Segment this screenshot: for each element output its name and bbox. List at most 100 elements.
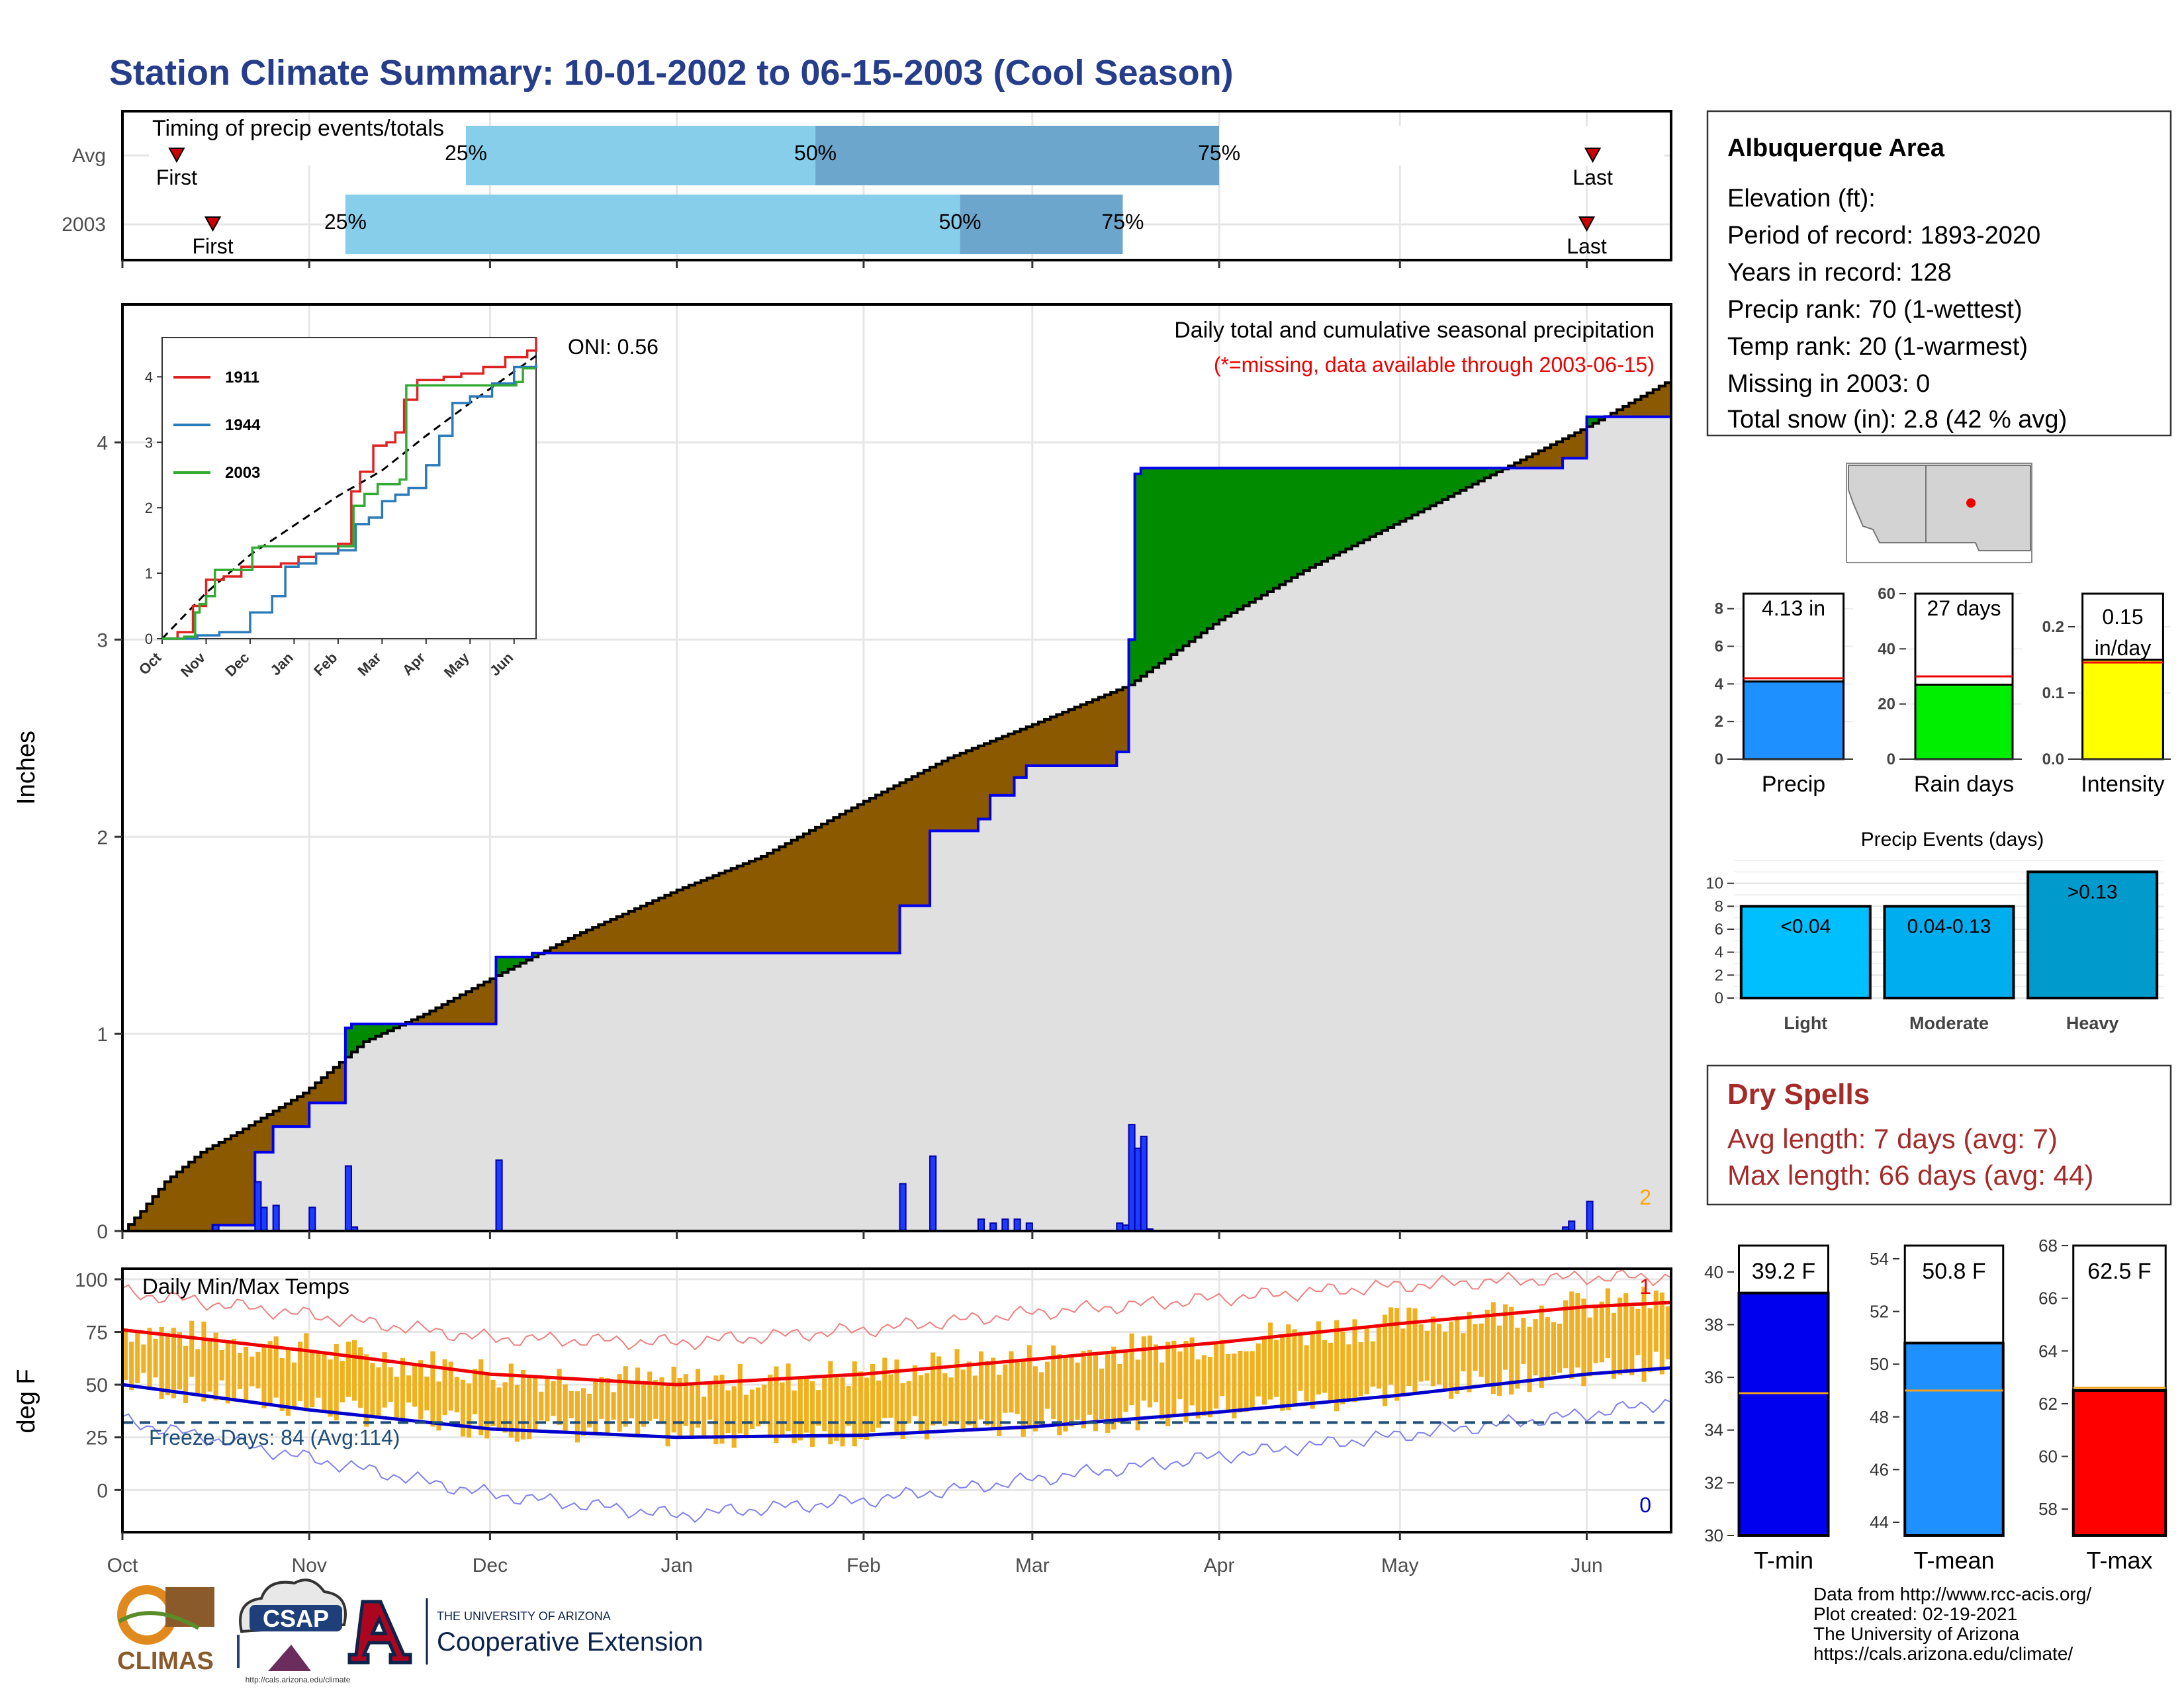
timing-frame — [121, 110, 1672, 261]
timing-label-last: Last — [1567, 234, 1607, 258]
temp-summary-y-tick-label: 64 — [2038, 1341, 2058, 1361]
precip-daily-bar — [1128, 1124, 1136, 1232]
temp-record-min-label: 0 — [1639, 1493, 1651, 1517]
university-name: THE UNIVERSITY OF ARIZONA — [437, 1610, 611, 1623]
events-bar-moderate — [1883, 905, 2015, 1000]
dry-spells-frame — [1706, 1064, 2172, 1206]
summary-value-bar — [1742, 680, 1845, 760]
university-a-mark — [347, 1600, 412, 1665]
temp-frame — [121, 1267, 1672, 1533]
precip-daily-bar — [977, 1218, 985, 1232]
temp-summary-y-tick-label: 30 — [1704, 1526, 1723, 1545]
timing-bar-q50-q75 — [815, 126, 1220, 185]
summary-chart-precip: 0 2 4 6 8 4.13 in Precip — [1715, 592, 1853, 797]
dry-spells-box: Dry Spells Avg length: 7 days (avg: 7) M… — [1706, 1064, 2172, 1206]
inset-y-tick-label: 2 — [145, 500, 153, 516]
temp-x-tick-label: Oct — [107, 1555, 138, 1577]
climas-swoosh — [118, 1611, 200, 1630]
temp-x-tick-label: Jan — [660, 1555, 692, 1577]
precip-daily-bar — [260, 1207, 268, 1232]
summary-y-tick-label: 0.0 — [2042, 751, 2064, 768]
temp-summary-y-tick-label: 62 — [2038, 1394, 2058, 1414]
timing-label-first: First — [156, 165, 197, 189]
precip-subtitle: (*=missing, data available through 2003-… — [1214, 353, 1655, 377]
temp-summary-value-label: 50.8 F — [1922, 1259, 1985, 1284]
summary-y-tick-label: 0.2 — [2042, 618, 2064, 636]
timing-label-25: 25% — [445, 141, 487, 165]
precip-daily-bar — [1001, 1218, 1009, 1232]
precip-daily-bar — [1013, 1218, 1021, 1232]
precip-daily-bar — [308, 1207, 316, 1232]
temp-record-max-line — [122, 1269, 1672, 1351]
station-elevation: Elevation (ft): — [1727, 185, 1876, 212]
precip-corner-label: 2 — [1639, 1185, 1651, 1209]
summary-category-label: Rain days — [1914, 772, 2014, 797]
logos: CLIMAS CSAP http://cals.arizona.edu/clim… — [117, 1578, 703, 1684]
climas-wordmark: CLIMAS — [117, 1647, 214, 1675]
timing-marker-last — [1584, 148, 1602, 163]
summary-value-label: 27 days — [1927, 596, 2001, 620]
events-y-tick-label: 10 — [1706, 875, 1723, 893]
events-bar-label: >0.13 — [2068, 881, 2118, 903]
credits: Data from http://www.rcc-acis.org/ Plot … — [1813, 1584, 2091, 1664]
timing-label-50: 50% — [939, 210, 981, 234]
summary-chart-intensity: 0.0 0.1 0.2 0.15 in/day Intensity — [2042, 592, 2171, 797]
freeze-days-label: Freeze Days: 84 (Avg:114) — [149, 1426, 400, 1449]
summary-category-label: Precip — [1762, 772, 1825, 797]
events-y-tick-label: 8 — [1715, 897, 1723, 915]
temp-x-tick-label: Dec — [473, 1555, 508, 1577]
inset-y-tick-label: 4 — [145, 369, 153, 385]
temp-y-axis-title: deg F — [13, 1369, 40, 1433]
temp-summary-category-label: T-max — [2086, 1547, 2152, 1574]
temp-summary-value-label: 62.5 F — [2087, 1259, 2151, 1284]
csap-url: http://cals.arizona.edu/climate — [246, 1675, 351, 1684]
summary-y-tick-label: 2 — [1715, 713, 1723, 731]
precip-2003-cumulative-line — [122, 415, 1671, 1232]
summary-y-tick-label: 20 — [1878, 696, 1895, 713]
inset-series-line-1944 — [162, 363, 537, 640]
temp-summary-y-tick-label: 46 — [1870, 1459, 1889, 1479]
temp-y-tick-label: 75 — [86, 1322, 108, 1344]
precip-daily-bar — [1140, 1136, 1148, 1232]
summary-remaining-box — [1914, 592, 2014, 686]
map-new-mexico-shape — [1925, 465, 2031, 551]
station-years: Years in record: 128 — [1727, 259, 1952, 287]
precip-y-tick-label: 3 — [97, 629, 108, 651]
temp-summary-value-bar — [2071, 1389, 2167, 1537]
inset-y-tick-label: 0 — [145, 631, 153, 647]
events-category-label: Moderate — [1909, 1013, 1989, 1033]
precip-panel: Daily total and cumulative seasonal prec… — [13, 303, 1672, 1243]
station-precip-rank: Precip rank: 70 (1-wettest) — [1727, 296, 2023, 324]
inset-legend-label-1911: 1911 — [225, 369, 259, 387]
temp-summary-value-bar — [1737, 1291, 1830, 1537]
events-y-tick-label: 0 — [1715, 989, 1723, 1007]
summary-y-tick-label: 6 — [1715, 638, 1723, 656]
temp-summary-t-min: 30 32 34 36 38 40 39.2 F T-min — [1704, 1244, 1830, 1574]
map-station-marker — [1966, 498, 1976, 508]
temp-summary-t-max: 58 60 62 64 66 68 62.5 F T-max — [2038, 1236, 2167, 1574]
precip-daily-bar — [344, 1165, 352, 1232]
events-y-tick-label: 2 — [1715, 966, 1723, 984]
temp-summary-y-tick-label: 34 — [1704, 1420, 1723, 1440]
csap-wordmark: CSAP — [263, 1605, 329, 1632]
dry-spells-avg: Avg length: 7 days (avg: 7) — [1727, 1123, 2058, 1154]
station-info-box: Albuquerque Area Elevation (ft): Period … — [1706, 110, 2172, 437]
timing-label-25: 25% — [324, 210, 367, 234]
inset-y-tick-label: 1 — [145, 565, 153, 582]
timing-bar-q25-q50 — [465, 126, 816, 185]
timing-label-75: 75% — [1198, 141, 1240, 165]
precip-daily-bar — [1134, 1147, 1142, 1232]
events-bar-light — [1739, 905, 1872, 1000]
inset-legend-label-2003: 2003 — [225, 464, 260, 482]
extension-name: Cooperative Extension — [437, 1627, 703, 1657]
timing-row-label-2003: 2003 — [62, 214, 106, 236]
precip-daily-bar — [899, 1183, 907, 1232]
temp-y-tick-label: 25 — [86, 1428, 108, 1449]
summary-y-tick-label: 40 — [1878, 640, 1895, 658]
temp-x-tick-label: Apr — [1204, 1555, 1235, 1577]
credit-university: The University of Arizona — [1813, 1623, 2020, 1644]
events-y-tick-label: 4 — [1715, 944, 1723, 962]
temp-x-tick-label: Feb — [846, 1555, 881, 1577]
precip-y-tick-label: 1 — [97, 1024, 108, 1046]
temp-summary-y-tick-label: 32 — [1704, 1473, 1723, 1492]
